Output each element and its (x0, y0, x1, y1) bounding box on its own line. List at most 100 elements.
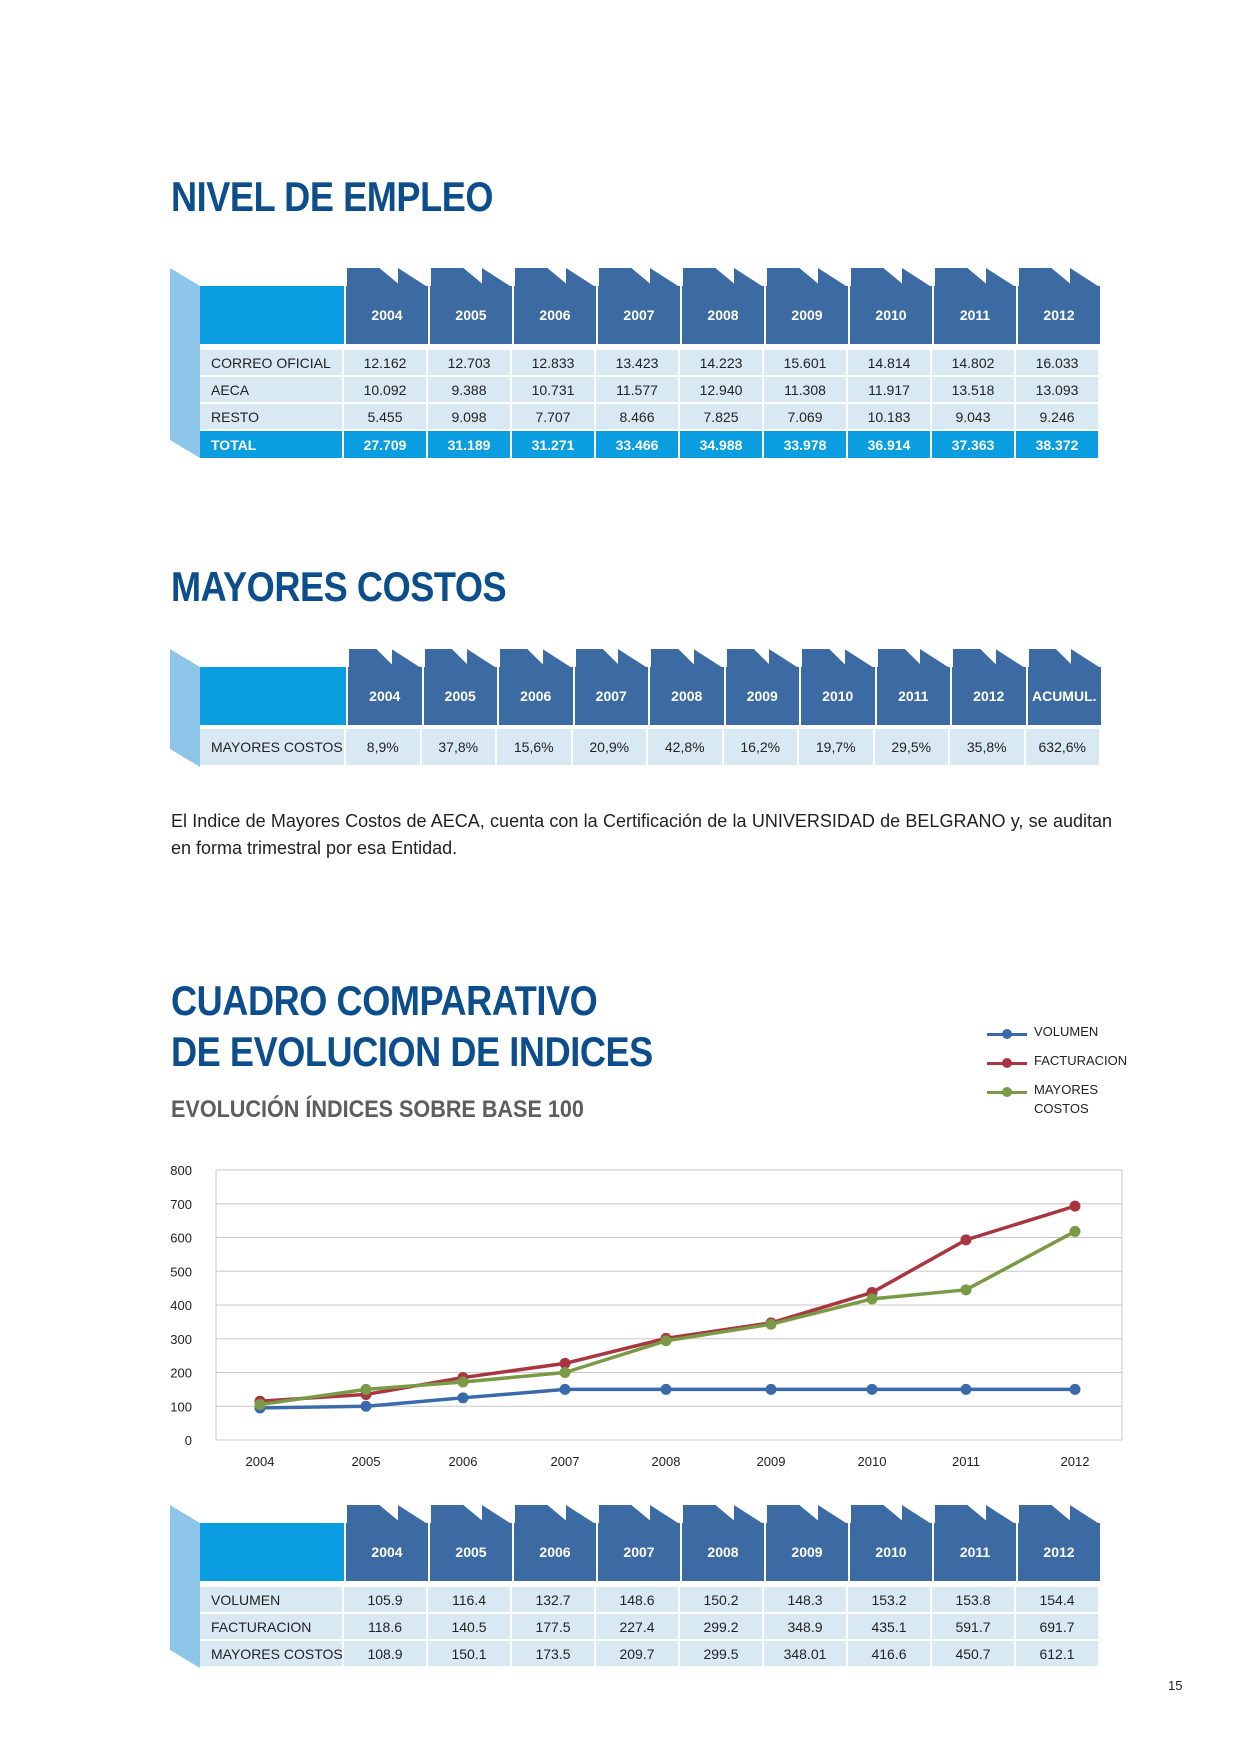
empleo-side-bar (170, 268, 200, 458)
costos-cell: 20,9% (572, 729, 648, 765)
comp-header-tab-fold (398, 1505, 426, 1523)
comp-cell: 132.7 (512, 1587, 596, 1612)
index-evolution-chart: 0 100 200 300 400 500 600 700 800 2004 2005 2006 200… (170, 1163, 1123, 1469)
comp-header-tab-fold (986, 1505, 1014, 1523)
costos-header-2009: 2009 (723, 667, 799, 725)
x-tick-label: 2008 (652, 1454, 681, 1469)
comp-cell: 450.7 (932, 1641, 1016, 1666)
costos-cell: 35,8% (950, 729, 1026, 765)
empleo-header-tab-fold (482, 268, 510, 286)
empleo-cell: 13.093 (1016, 377, 1100, 402)
x-tick-label: 2006 (449, 1454, 478, 1469)
legend-label-mayores-costos-1: MAYORES (1034, 1082, 1099, 1097)
costos-header-tab (500, 649, 546, 667)
empleo-total-cell: 31.271 (512, 431, 596, 458)
empleo-cell: 7.825 (680, 404, 764, 429)
comp-row-label: FACTURACION (200, 1614, 344, 1639)
x-tick-label: 2007 (551, 1454, 580, 1469)
y-tick-label: 100 (170, 1399, 192, 1414)
comp-header-2005: 2005 (428, 1523, 512, 1581)
empleo-cell: 5.455 (344, 404, 428, 429)
data-point-mayores-costos (457, 1376, 469, 1388)
data-point-mayores-costos (866, 1293, 878, 1305)
comp-cell: 173.5 (512, 1641, 596, 1666)
costos-header-tab-fold (693, 649, 722, 667)
costos-header-2005: 2005 (421, 667, 497, 725)
comp-header-tab (515, 1505, 569, 1523)
comp-cell: 148.3 (764, 1587, 848, 1612)
comp-cell: 105.9 (344, 1587, 428, 1612)
section-title-comparativo-line2: DE EVOLUCION DE INDICES (171, 1028, 653, 1075)
comp-header-tab (767, 1505, 821, 1523)
costos-cell: 29,5% (874, 729, 950, 765)
empleo-total-cell: 38.372 (1016, 431, 1100, 458)
empleo-cell: 14.814 (848, 350, 932, 375)
x-tick-label: 2010 (858, 1454, 887, 1469)
costos-cell: 16,2% (723, 729, 799, 765)
comp-header-2010: 2010 (848, 1523, 932, 1581)
empleo-header-tab (599, 268, 653, 286)
costos-side-bar (170, 649, 200, 767)
comp-header-tab-fold (818, 1505, 846, 1523)
comp-header-tab-fold (734, 1505, 762, 1523)
empleo-row-label: CORREO OFICIAL (200, 350, 344, 375)
costos-header-2012: 2012 (950, 667, 1026, 725)
comp-cell: 348.01 (764, 1641, 848, 1666)
costos-header-2011: 2011 (874, 667, 950, 725)
comp-header-tab (1019, 1505, 1073, 1523)
series-line-mayores-costos (259, 1229, 1076, 1407)
costos-row-label: MAYORES COSTOS (200, 729, 346, 765)
comp-cell: 691.7 (1016, 1614, 1100, 1639)
empleo-header-tab-fold (566, 268, 594, 286)
empleo-cell: 8.466 (596, 404, 680, 429)
comp-cell: 348.9 (764, 1614, 848, 1639)
comp-header-2008: 2008 (680, 1523, 764, 1581)
empleo-header-tab (683, 268, 737, 286)
data-point-facturacion (960, 1234, 972, 1246)
x-tick-label: 2011 (952, 1454, 980, 1469)
comp-header-2009: 2009 (764, 1523, 848, 1581)
section-title-comparativo-line1: CUADRO COMPARATIVO (171, 977, 598, 1024)
empleo-total-cell: 33.466 (596, 431, 680, 458)
data-point-mayores-costos (660, 1335, 672, 1347)
comp-header-tab (935, 1505, 989, 1523)
empleo-cell: 9.043 (932, 404, 1016, 429)
comp-header-2012: 2012 (1016, 1523, 1100, 1581)
x-tick-label: 2005 (352, 1454, 381, 1469)
empleo-cell: 16.033 (1016, 350, 1100, 375)
empleo-header-tab-fold (734, 268, 762, 286)
x-tick-label: 2009 (757, 1454, 786, 1469)
comp-row-label: VOLUMEN (200, 1587, 344, 1612)
empleo-cell: 10.183 (848, 404, 932, 429)
legend-label-facturacion: FACTURACION (1034, 1053, 1128, 1068)
comp-header-tab-fold (482, 1505, 510, 1523)
costos-header-tab-fold (391, 649, 420, 667)
empleo-cell: 10.092 (344, 377, 428, 402)
empleo-cell: 14.223 (680, 350, 764, 375)
data-point-mayores-costos (360, 1383, 372, 1395)
data-point-volumen (960, 1383, 972, 1395)
y-tick-label: 300 (170, 1332, 192, 1347)
empleo-header-tab (935, 268, 989, 286)
empleo-cell: 9.246 (1016, 404, 1100, 429)
data-point-volumen (660, 1383, 672, 1395)
empleo-header-tab-fold (902, 268, 930, 286)
certification-note: El Indice de Mayores Costos de AECA, cue… (171, 811, 1112, 858)
empleo-header-2005: 2005 (428, 286, 512, 344)
comparativo-table: 2004 2005 2006 2007 2008 2009 2010 2011 2012 VOLU… (170, 1505, 1122, 1675)
empleo-total-cell: 33.978 (764, 431, 848, 458)
costos-header-tab-fold (467, 649, 495, 667)
data-point-facturacion (559, 1357, 571, 1369)
comp-cell: 299.5 (680, 1641, 764, 1666)
empleo-header-tab-fold (1070, 268, 1098, 286)
empleo-header-2006: 2006 (512, 286, 596, 344)
empleo-header-tab (347, 268, 401, 286)
empleo-header-tab (515, 268, 569, 286)
costos-header-tab (575, 649, 621, 667)
empleo-header-tab (431, 268, 485, 286)
comp-cell: 148.6 (596, 1587, 680, 1612)
y-tick-label: 0 (185, 1433, 192, 1448)
y-tick-label: 600 (170, 1231, 192, 1246)
y-tick-label: 200 (170, 1366, 192, 1381)
comp-cell: 177.5 (512, 1614, 596, 1639)
